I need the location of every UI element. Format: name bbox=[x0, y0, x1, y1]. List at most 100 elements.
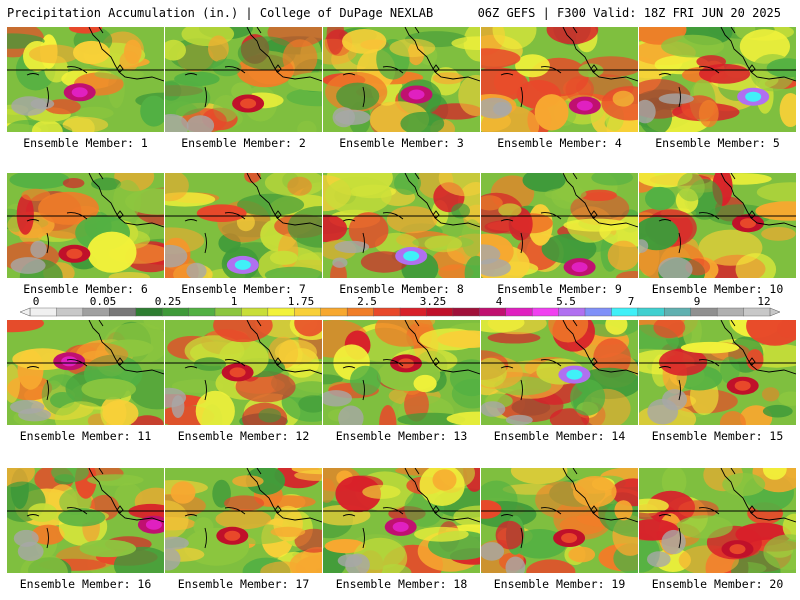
run-valid-time: 06Z GEFS | F300 Valid: 18Z FRI JUN 20 20… bbox=[477, 6, 781, 20]
colorbar-swatch bbox=[82, 307, 110, 317]
colorbar-tick-label: 3.25 bbox=[419, 295, 447, 308]
precip-field bbox=[323, 468, 480, 573]
precip-field bbox=[7, 27, 164, 132]
colorbar-swatch bbox=[531, 307, 560, 317]
ensemble-member-map bbox=[481, 320, 638, 425]
ensemble-member-map bbox=[165, 173, 322, 278]
colorbar-swatch bbox=[452, 307, 480, 317]
colorbar-tick-label: 12 bbox=[757, 295, 771, 308]
colorbar-swatch bbox=[611, 307, 639, 317]
colorbar-swatch bbox=[426, 307, 454, 317]
precip-field bbox=[639, 27, 796, 132]
precip-field bbox=[481, 320, 638, 425]
ensemble-member-label: Ensemble Member: 20 bbox=[651, 577, 784, 591]
colorbar-tick-label: 2.5 bbox=[357, 295, 377, 308]
ensemble-member-map bbox=[7, 468, 164, 573]
precipitation-colorbar: 0 0.05 0.25 1 1.75 2.5 3.25 4 5.5 7 9 12 bbox=[0, 295, 800, 323]
colorbar-end-arrow bbox=[19, 307, 31, 317]
ensemble-member-label: Ensemble Member: 17 bbox=[177, 577, 310, 591]
precip-field bbox=[7, 468, 164, 573]
precip-field bbox=[639, 173, 796, 278]
colorbar-swatch bbox=[241, 307, 269, 317]
ensemble-member-map bbox=[165, 320, 322, 425]
ensemble-member-map bbox=[481, 468, 638, 573]
colorbar-swatch bbox=[558, 307, 586, 317]
ensemble-member-label: Ensemble Member: 14 bbox=[493, 429, 626, 443]
colorbar-tick-label: 0.25 bbox=[154, 295, 182, 308]
colorbar-tick-label: 5.5 bbox=[556, 295, 576, 308]
colorbar-end-arrow bbox=[769, 307, 781, 317]
colorbar-swatch bbox=[373, 307, 401, 317]
ensemble-member-map bbox=[639, 27, 796, 132]
ensemble-member-map bbox=[639, 468, 796, 573]
ensemble-member-label: Ensemble Member: 10 bbox=[651, 282, 784, 296]
colorbar-swatch bbox=[135, 307, 163, 317]
colorbar-graphic bbox=[19, 307, 781, 317]
colorbar-swatch bbox=[109, 307, 137, 317]
colorbar-swatch bbox=[637, 307, 665, 317]
ensemble-member-map bbox=[323, 173, 480, 278]
colorbar-tick-label: 7 bbox=[627, 295, 635, 308]
ensemble-member-map bbox=[639, 173, 796, 278]
ensemble-member-map bbox=[165, 468, 322, 573]
precip-field bbox=[323, 320, 480, 425]
product-title: Precipitation Accumulation (in.) | Colle… bbox=[7, 6, 434, 20]
ensemble-member-label: Ensemble Member: 5 bbox=[655, 136, 780, 150]
precip-field bbox=[323, 173, 480, 278]
ensemble-member-map bbox=[165, 27, 322, 132]
ensemble-member-map bbox=[7, 27, 164, 132]
precip-field bbox=[165, 27, 322, 132]
colorbar-swatch bbox=[505, 307, 533, 317]
precip-field bbox=[481, 27, 638, 132]
ensemble-member-label: Ensemble Member: 15 bbox=[651, 429, 784, 443]
precip-field bbox=[481, 468, 638, 573]
ensemble-member-label: Ensemble Member: 8 bbox=[339, 282, 464, 296]
ensemble-member-map bbox=[481, 173, 638, 278]
colorbar-tick-label: 1.75 bbox=[287, 295, 315, 308]
ensemble-member-map bbox=[323, 320, 480, 425]
precip-field bbox=[165, 320, 322, 425]
colorbar-swatch bbox=[584, 307, 612, 317]
colorbar-swatch bbox=[346, 307, 375, 317]
colorbar-swatch bbox=[743, 307, 771, 317]
ensemble-member-label: Ensemble Member: 11 bbox=[19, 429, 152, 443]
precip-field bbox=[7, 173, 164, 278]
ensemble-member-label: Ensemble Member: 1 bbox=[23, 136, 148, 150]
ensemble-member-label: Ensemble Member: 6 bbox=[23, 282, 148, 296]
ensemble-member-label: Ensemble Member: 4 bbox=[497, 136, 622, 150]
colorbar-swatch bbox=[664, 307, 692, 317]
colorbar-tick-label: 1 bbox=[230, 295, 238, 308]
colorbar-swatch bbox=[479, 307, 507, 317]
precip-field bbox=[481, 173, 638, 278]
precip-field bbox=[639, 468, 796, 573]
colorbar-swatch bbox=[29, 307, 57, 317]
colorbar-swatch bbox=[161, 307, 190, 317]
ensemble-member-label: Ensemble Member: 13 bbox=[335, 429, 468, 443]
ensemble-member-label: Ensemble Member: 9 bbox=[497, 282, 622, 296]
precip-field bbox=[323, 27, 480, 132]
ensemble-member-label: Ensemble Member: 2 bbox=[181, 136, 306, 150]
ensemble-member-map bbox=[481, 27, 638, 132]
ensemble-member-label: Ensemble Member: 7 bbox=[181, 282, 306, 296]
colorbar-tick-label: 9 bbox=[693, 295, 701, 308]
colorbar-swatch bbox=[188, 307, 216, 317]
colorbar-swatch bbox=[267, 307, 295, 317]
colorbar-swatch bbox=[56, 307, 84, 317]
precip-field bbox=[165, 173, 322, 278]
ensemble-member-label: Ensemble Member: 12 bbox=[177, 429, 310, 443]
ensemble-member-map bbox=[7, 173, 164, 278]
ensemble-member-map bbox=[639, 320, 796, 425]
colorbar-swatch bbox=[320, 307, 348, 317]
precip-field bbox=[639, 320, 796, 425]
colorbar-swatch bbox=[214, 307, 242, 317]
colorbar-swatch bbox=[690, 307, 718, 317]
ensemble-member-map bbox=[7, 320, 164, 425]
precip-field bbox=[165, 468, 322, 573]
colorbar-swatch bbox=[399, 307, 427, 317]
ensemble-member-label: Ensemble Member: 3 bbox=[339, 136, 464, 150]
colorbar-tick-label: 4 bbox=[495, 295, 503, 308]
colorbar-tick-label: 0 bbox=[32, 295, 40, 308]
precip-field bbox=[7, 320, 164, 425]
colorbar-tick-label: 0.05 bbox=[89, 295, 117, 308]
colorbar-swatch bbox=[294, 307, 322, 317]
